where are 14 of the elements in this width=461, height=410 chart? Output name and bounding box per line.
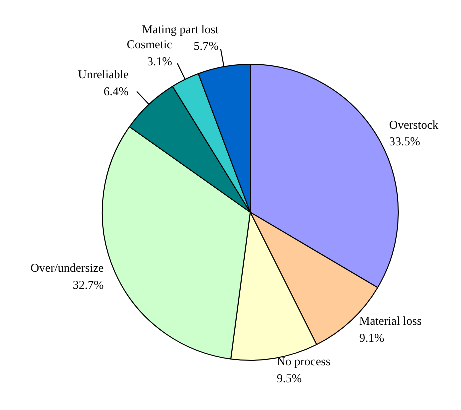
slice-label: Overstock (389, 118, 439, 132)
data-label: 3.1% (147, 54, 172, 68)
data-label: 32.7% (73, 278, 104, 292)
data-label: 6.4% (104, 84, 129, 98)
slice-label: Mating part lost (142, 22, 220, 36)
data-label: 9.5% (276, 372, 302, 386)
slice-label: Material loss (360, 314, 422, 328)
data-label: 5.7% (194, 39, 219, 54)
slice-label: Over/undersize (30, 261, 104, 276)
data-label: 9.1% (360, 330, 385, 345)
data-label: 33.5% (389, 134, 420, 149)
slice-label: Unreliable (78, 68, 129, 82)
slice-label: Cosmetic (127, 38, 172, 52)
slice-label: No process (276, 354, 331, 369)
